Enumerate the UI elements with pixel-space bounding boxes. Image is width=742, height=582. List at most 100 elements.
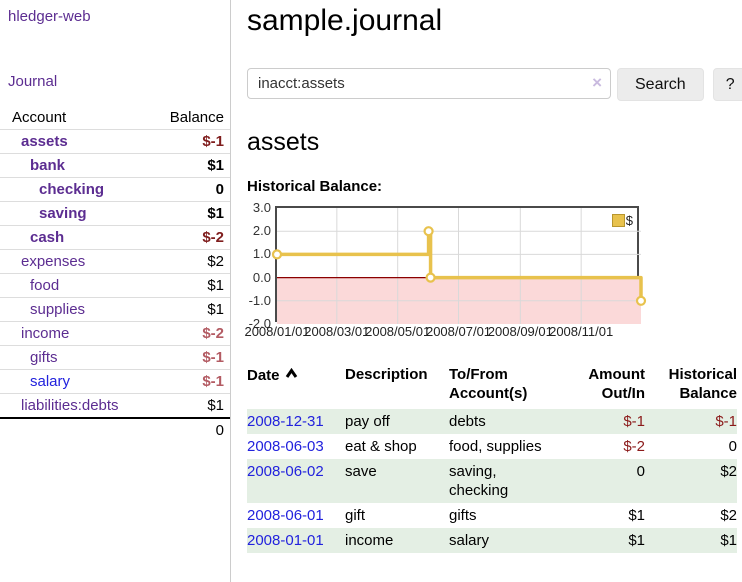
register-header-amount: AmountOut/In [561, 362, 645, 409]
x-tick-label: 2008/05/01 [365, 324, 430, 339]
search-bar: × Search ? [247, 68, 742, 101]
account-balance-value: $-1 [153, 370, 230, 394]
account-heading: assets [247, 128, 742, 157]
sidebar-account-link-income[interactable]: income [21, 325, 69, 342]
account-balance-value: $1 [153, 298, 230, 322]
account-balance-value: $-1 [153, 130, 230, 154]
transaction-accounts: debts [449, 409, 561, 434]
transaction-description: income [345, 528, 449, 553]
account-balance-value: $1 [153, 202, 230, 226]
help-button[interactable]: ? [713, 68, 742, 101]
transaction-amount: $-1 [561, 409, 645, 434]
accounts-table: Account Balance assets $-1 bank $1 checking 0… [0, 106, 230, 442]
app-brand-link[interactable]: hledger-web [0, 8, 230, 25]
transaction-amount: 0 [561, 459, 645, 503]
sidebar-account-row: assets $-1 [0, 130, 230, 154]
sidebar-item-journal[interactable]: Journal [0, 73, 230, 90]
historical-balance-chart: 3.02.01.00.0-1.0-2.0 $ 2008/01/012008/03… [247, 206, 742, 339]
transaction-balance: 0 [645, 434, 737, 459]
sidebar-account-link-saving[interactable]: saving [39, 205, 87, 222]
clear-search-icon[interactable]: × [592, 73, 602, 93]
transaction-amount: $1 [561, 503, 645, 528]
transaction-accounts: salary [449, 528, 561, 553]
sidebar-account-row: liabilities:debts $1 [0, 394, 230, 419]
account-balance-value: $1 [153, 154, 230, 178]
y-tick-label: 1.0 [253, 246, 271, 261]
transaction-date-link[interactable]: 2008-12-31 [247, 413, 324, 430]
chart-x-axis: 2008/01/012008/03/012008/05/012008/07/01… [275, 322, 639, 339]
transaction-description: pay off [345, 409, 449, 434]
sidebar-account-row: salary $-1 [0, 370, 230, 394]
transaction-accounts: saving, checking [449, 459, 561, 503]
sidebar-account-link-bank[interactable]: bank [30, 157, 65, 174]
chart-plot-area: $ [275, 206, 639, 322]
chart-y-axis: 3.02.01.00.0-1.0-2.0 [247, 206, 275, 322]
register-row: 2008-06-03 eat & shopfood, supplies$-20 [247, 434, 737, 459]
sidebar-account-row: checking 0 [0, 178, 230, 202]
register-row: 2008-01-01incomesalary$1$1 [247, 528, 737, 553]
register-row: 2008-06-02savesaving, checking0$2 [247, 459, 737, 503]
chart-svg [277, 208, 641, 324]
register-header-date[interactable]: Date [247, 362, 345, 409]
register-header-historical: HistoricalBalance [645, 362, 737, 409]
register-table: DateDescriptionTo/FromAccount(s)AmountOu… [247, 362, 737, 553]
y-tick-label: 0.0 [253, 270, 271, 285]
y-tick-label: -1.0 [249, 293, 271, 308]
account-balance-value: $1 [153, 394, 230, 419]
register-row: 2008-06-01 giftgifts$1$2 [247, 503, 737, 528]
sidebar-account-link-supplies[interactable]: supplies [30, 301, 85, 318]
accounts-header-balance: Balance [153, 106, 230, 130]
sidebar-account-link-gifts[interactable]: gifts [30, 349, 58, 366]
transaction-date-link[interactable]: 2008-06-03 [247, 438, 324, 455]
transaction-accounts: food, supplies [449, 434, 561, 459]
transaction-amount: $1 [561, 528, 645, 553]
sidebar-account-row: income $-2 [0, 322, 230, 346]
register-header-description: Description [345, 362, 449, 409]
legend-swatch [612, 214, 625, 227]
account-balance-value: 0 [153, 178, 230, 202]
sidebar-account-link-checking[interactable]: checking [39, 181, 104, 198]
transaction-amount: $-2 [561, 434, 645, 459]
sidebar-account-row: supplies $1 [0, 298, 230, 322]
sidebar-account-link-assets[interactable]: assets [21, 133, 68, 150]
transaction-accounts: gifts [449, 503, 561, 528]
sidebar-account-link-expenses[interactable]: expenses [21, 253, 85, 270]
y-tick-label: 3.0 [253, 200, 271, 215]
x-tick-label: 2008/07/01 [426, 324, 491, 339]
legend-label: $ [626, 213, 633, 228]
main-content: sample.journal × Search ? assets Histori… [231, 0, 742, 582]
sidebar-account-link-cash[interactable]: cash [30, 229, 64, 246]
transaction-date-link[interactable]: 2008-01-01 [247, 532, 324, 549]
x-tick-label: 2008/03/01 [304, 324, 369, 339]
sidebar-account-row: saving $1 [0, 202, 230, 226]
register-row: 2008-12-31pay offdebts$-1$-1 [247, 409, 737, 434]
account-balance-value: $1 [153, 274, 230, 298]
chart-legend: $ [612, 213, 633, 228]
transaction-description: eat & shop [345, 434, 449, 459]
account-balance-value: $-2 [153, 322, 230, 346]
transaction-balance: $-1 [645, 409, 737, 434]
transaction-date-link[interactable]: 2008-06-02 [247, 463, 324, 480]
transaction-description: save [345, 459, 449, 503]
sidebar-account-row: bank $1 [0, 154, 230, 178]
accounts-header-account: Account [0, 106, 153, 130]
account-balance-value: $-1 [153, 346, 230, 370]
x-tick-label: 2008/09/01 [488, 324, 553, 339]
transaction-date-link[interactable]: 2008-06-01 [247, 507, 324, 524]
transaction-description: gift [345, 503, 449, 528]
accounts-total-row: 0 [0, 418, 230, 442]
sidebar-account-link-salary[interactable]: salary [30, 373, 70, 390]
page-title: sample.journal [247, 4, 742, 38]
search-button[interactable]: Search [617, 68, 704, 101]
sidebar-account-row: expenses$2 [0, 250, 230, 274]
search-input-wrap: × [247, 68, 611, 101]
transaction-balance: $2 [645, 503, 737, 528]
sidebar-account-link-liabilities-debts[interactable]: liabilities:debts [21, 397, 119, 414]
sort-asc-icon [285, 365, 298, 384]
accounts-total-value: 0 [153, 418, 230, 442]
search-input[interactable] [247, 68, 611, 99]
sidebar-account-link-food[interactable]: food [30, 277, 59, 294]
x-tick-label: 2008/11/01 [549, 324, 613, 339]
account-balance-value: $-2 [153, 226, 230, 250]
sidebar-account-row: cash $-2 [0, 226, 230, 250]
